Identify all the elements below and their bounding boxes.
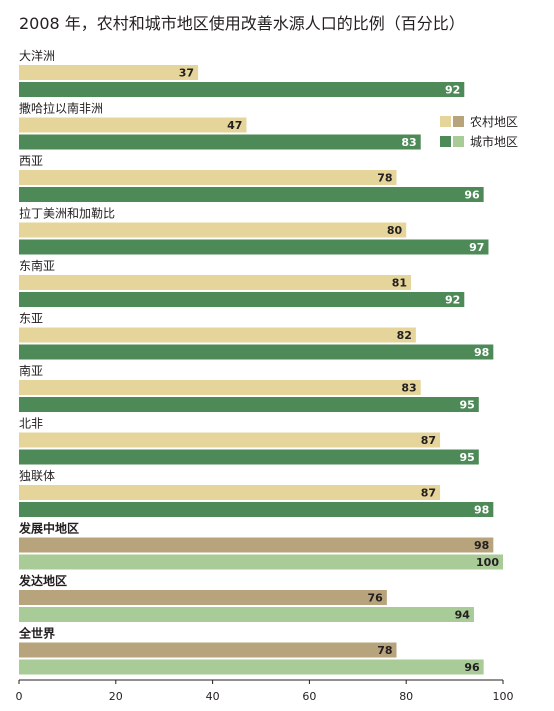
- rural-bar: [19, 170, 397, 185]
- urban-bar: [19, 607, 474, 622]
- x-tick-label: 80: [399, 690, 413, 703]
- legend-label-rural: 农村地区: [470, 115, 518, 129]
- legend-swatch-rural: [440, 116, 451, 127]
- category-label: 撒哈拉以南非洲: [19, 101, 103, 116]
- urban-value-label: 94: [455, 609, 471, 622]
- urban-value-label: 83: [401, 136, 416, 149]
- x-tick-label: 0: [16, 690, 23, 703]
- rural-value-label: 83: [401, 382, 416, 395]
- legend-swatch-rural-aggregate: [453, 116, 464, 127]
- urban-value-label: 97: [469, 241, 484, 254]
- urban-bar: [19, 397, 479, 412]
- urban-value-label: 96: [464, 661, 480, 674]
- category-label: 全世界: [18, 626, 55, 641]
- urban-value-label: 92: [445, 84, 460, 97]
- urban-bar: [19, 449, 479, 465]
- rural-value-label: 87: [421, 434, 436, 447]
- rural-value-label: 78: [377, 172, 392, 185]
- category-label: 北非: [19, 417, 43, 431]
- rural-bar: [19, 590, 387, 605]
- rural-value-label: 37: [179, 67, 194, 80]
- urban-bar: [19, 659, 484, 675]
- urban-value-label: 96: [464, 189, 480, 202]
- urban-value-label: 98: [474, 504, 489, 517]
- rural-value-label: 78: [377, 644, 392, 657]
- rural-bar: [19, 485, 441, 500]
- rural-bar: [19, 275, 412, 290]
- rural-value-label: 87: [421, 487, 436, 500]
- urban-value-label: 92: [445, 294, 460, 307]
- category-label: 独联体: [19, 469, 55, 483]
- urban-bar: [19, 292, 465, 307]
- urban-bar: [19, 187, 484, 202]
- category-label: 东南亚: [19, 258, 55, 273]
- category-label: 东亚: [19, 312, 43, 326]
- urban-bar: [19, 239, 489, 255]
- category-label: 发展中地区: [18, 521, 79, 536]
- urban-bar: [19, 554, 503, 570]
- rural-bar: [19, 380, 421, 395]
- urban-value-label: 95: [459, 399, 474, 412]
- urban-value-label: 100: [476, 556, 499, 569]
- category-label: 拉丁美洲和加勒比: [19, 206, 115, 221]
- rural-value-label: 76: [368, 592, 384, 605]
- rural-value-label: 82: [397, 329, 412, 342]
- category-label: 发达地区: [18, 573, 67, 588]
- legend-label-urban: 城市地区: [470, 134, 518, 149]
- rural-bar: [19, 117, 247, 133]
- rural-value-label: 81: [392, 277, 407, 290]
- rural-value-label: 98: [474, 539, 489, 552]
- bars-layer: 大洋洲 37 92 撒哈拉以南非洲 47 83 西亚 78 96 拉丁美洲和加勒比 80 97 东南亚 8…: [18, 48, 503, 675]
- x-tick-label: 60: [302, 690, 316, 703]
- chart-title: 2008 年，农村和城市地区使用改善水源人口的比例（百分比）: [19, 14, 465, 33]
- urban-value-label: 98: [474, 346, 489, 359]
- x-tick-label: 40: [206, 690, 220, 703]
- x-tick-label: 20: [109, 690, 123, 703]
- rural-bar: [19, 327, 416, 343]
- urban-bar: [19, 502, 494, 517]
- category-label: 西亚: [19, 154, 43, 168]
- legend-swatch-urban: [440, 136, 451, 147]
- category-label: 南亚: [19, 363, 43, 378]
- rural-bar: [19, 65, 199, 80]
- urban-value-label: 95: [459, 451, 474, 464]
- rural-bar: [19, 432, 441, 448]
- rural-bar: [19, 222, 407, 238]
- category-label: 大洋洲: [19, 48, 55, 63]
- x-tick-label: 100: [493, 690, 514, 703]
- urban-bar: [19, 344, 494, 360]
- rural-value-label: 47: [227, 119, 242, 132]
- rural-bar: [19, 642, 397, 658]
- rural-value-label: 80: [387, 224, 403, 237]
- legend-swatch-urban-aggregate: [453, 136, 464, 147]
- rural-bar: [19, 537, 494, 553]
- x-axis: 0 20 40 60 80 100: [16, 679, 514, 703]
- urban-bar: [19, 134, 421, 150]
- urban-bar: [19, 82, 465, 97]
